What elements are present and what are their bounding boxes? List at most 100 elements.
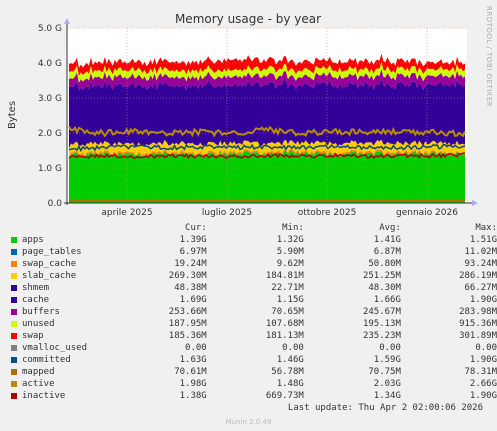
legend-label: swap bbox=[22, 331, 44, 341]
legend-cur-value: 253.66M bbox=[168, 307, 207, 317]
y-tick-label: 4.0 G bbox=[38, 59, 62, 69]
y-tick-label: 0.0 bbox=[48, 199, 63, 209]
legend-label: mapped bbox=[22, 367, 55, 377]
header-avg: Avg: bbox=[379, 223, 401, 233]
memory-chart: 0.0 1.0 G 2.0 G 3.0 G 4.0 G 5.0 G aprile 2025… bbox=[7, 12, 478, 218]
legend-cur-value: 185.36M bbox=[168, 331, 207, 341]
legend-swatch bbox=[11, 284, 17, 291]
legend-max-value: 1.90G bbox=[469, 295, 497, 305]
legend-min-value: 56.78M bbox=[271, 367, 304, 377]
last-update: Last update: Thu Apr 2 02:00:06 2026 bbox=[287, 403, 483, 413]
legend-swatch bbox=[11, 344, 17, 351]
legend-row-cache: cache 1.69G 1.15G 1.66G 1.90G bbox=[8, 294, 497, 306]
legend-avg-value: 235.23M bbox=[362, 331, 401, 341]
legend-label: cache bbox=[22, 295, 50, 305]
legend-cur-value: 1.63G bbox=[179, 355, 207, 365]
legend-max-value: 1.90G bbox=[469, 391, 497, 401]
line-committed bbox=[68, 143, 466, 153]
line-inactive bbox=[68, 152, 465, 160]
legend-row-vmalloc-used: vmalloc_used 0.00 0.00 0.00 0.00 bbox=[8, 342, 497, 354]
legend-swatch bbox=[11, 296, 17, 303]
legend-swatch bbox=[11, 332, 17, 339]
stacked-areas bbox=[69, 53, 465, 203]
legend-cur-value: 6.97M bbox=[179, 247, 207, 257]
chart-title: Memory usage - by year bbox=[175, 12, 321, 26]
legend-label: shmem bbox=[22, 283, 50, 293]
grid bbox=[67, 27, 467, 203]
legend-label: committed bbox=[22, 355, 71, 365]
x-axis-arrow bbox=[472, 200, 478, 206]
legend-swatch bbox=[11, 272, 17, 279]
legend-max-value: 78.31M bbox=[464, 367, 497, 377]
legend-row-committed: committed 1.63G 1.46G 1.59G 1.90G bbox=[8, 354, 497, 366]
legend-min-value: 1.15G bbox=[276, 295, 304, 305]
legend-cur-value: 1.39G bbox=[179, 235, 207, 245]
legend-min-value: 181.13M bbox=[265, 331, 304, 341]
legend-avg-value: 48.30M bbox=[368, 283, 401, 293]
legend-row-page-tables: page_tables 6.97M 5.90M 6.87M 11.02M bbox=[8, 246, 497, 258]
legend-cur-value: 187.95M bbox=[168, 319, 207, 329]
legend-row-active: active 1.98G 1.48G 2.03G 2.66G bbox=[8, 378, 497, 390]
legend-label: slab_cache bbox=[22, 271, 77, 281]
legend-avg-value: 50.80M bbox=[368, 259, 401, 269]
rrdtool-credit: RRDTOOL / TOBI OETIKER bbox=[485, 6, 493, 108]
legend-swatch bbox=[11, 392, 17, 399]
legend-max-value: 1.51G bbox=[469, 235, 497, 245]
legend-row-mapped: mapped 70.61M 56.78M 70.75M 78.31M bbox=[8, 366, 497, 378]
header-min: Min: bbox=[282, 223, 304, 233]
legend-swatch bbox=[11, 308, 17, 315]
y-axis-ticks: 0.0 1.0 G 2.0 G 3.0 G 4.0 G 5.0 G bbox=[38, 24, 62, 209]
legend-max-value: 286.19M bbox=[459, 271, 497, 281]
legend-cur-value: 1.69G bbox=[179, 295, 207, 305]
legend-min-value: 184.81M bbox=[265, 271, 304, 281]
legend-label: buffers bbox=[22, 307, 60, 317]
legend-swatch bbox=[11, 368, 17, 375]
legend-min-value: 1.46G bbox=[276, 355, 304, 365]
y-tick-label: 2.0 G bbox=[38, 129, 62, 139]
legend-min-value: 0.00 bbox=[282, 343, 304, 353]
legend-min-value: 22.71M bbox=[271, 283, 304, 293]
x-tick-label: gennaio 2026 bbox=[396, 208, 458, 218]
y-tick-label: 3.0 G bbox=[38, 94, 62, 104]
area-slab-cache bbox=[69, 139, 465, 157]
legend-min-value: 5.90M bbox=[276, 247, 304, 257]
munin-version: Munin 2.0.49 bbox=[225, 418, 272, 426]
legend-table: Cur: Min: Avg: Max: apps 1.39G 1.32G 1.41G 1… bbox=[8, 222, 497, 402]
legend-cur-value: 0.00 bbox=[185, 343, 207, 353]
y-tick-label: 5.0 G bbox=[38, 24, 62, 34]
legend-max-value: 1.90G bbox=[469, 355, 497, 365]
legend-label: active bbox=[22, 379, 55, 389]
legend-min-value: 107.68M bbox=[265, 319, 304, 329]
legend-row-swap-cache: swap_cache 19.24M 9.62M 50.80M 93.24M bbox=[8, 258, 497, 270]
header-max: Max: bbox=[475, 223, 497, 233]
legend-row-swap: swap 185.36M 181.13M 235.23M 301.89M bbox=[8, 330, 497, 342]
legend-row-buffers: buffers 253.66M 70.65M 245.67M 283.98M bbox=[8, 306, 497, 318]
area-cache bbox=[69, 78, 465, 149]
line-active bbox=[68, 125, 466, 138]
y-axis-arrow bbox=[64, 18, 70, 24]
area-swap-cache bbox=[69, 148, 465, 159]
legend-avg-value: 1.41G bbox=[373, 235, 401, 245]
legend-swatch bbox=[11, 248, 17, 255]
legend-avg-value: 1.34G bbox=[373, 391, 401, 401]
legend-label: inactive bbox=[22, 391, 66, 401]
legend-label: swap_cache bbox=[22, 259, 77, 269]
legend-max-value: 915.36M bbox=[459, 319, 497, 329]
legend-max-value: 93.24M bbox=[464, 259, 497, 269]
y-tick-label: 1.0 G bbox=[38, 164, 62, 174]
area-swap bbox=[69, 53, 465, 77]
legend-swatch bbox=[11, 320, 17, 327]
legend-avg-value: 2.03G bbox=[373, 379, 401, 389]
legend-row-slab-cache: slab_cache 269.30M 184.81M 251.25M 286.19M bbox=[8, 270, 497, 282]
legend-header-row: Cur: Min: Avg: Max: bbox=[8, 222, 497, 234]
y-axis-label: Bytes bbox=[7, 101, 18, 129]
legend-swatch bbox=[11, 356, 17, 363]
legend-avg-value: 251.25M bbox=[362, 271, 401, 281]
legend-cur-value: 48.38M bbox=[174, 283, 207, 293]
legend-label: page_tables bbox=[22, 247, 82, 257]
legend-max-value: 0.00 bbox=[475, 343, 497, 353]
legend-swatch bbox=[11, 260, 17, 267]
legend-row-unused: unused 187.95M 107.68M 195.13M 915.36M bbox=[8, 318, 497, 330]
legend-avg-value: 6.87M bbox=[373, 247, 401, 257]
header-cur: Cur: bbox=[185, 223, 207, 233]
